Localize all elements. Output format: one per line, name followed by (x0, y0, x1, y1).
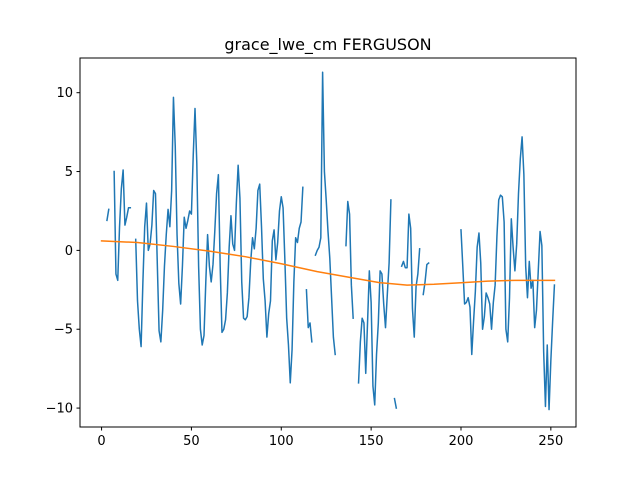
y-tick-label: 10 (56, 86, 73, 101)
series-1-line-segment-1 (106, 208, 110, 222)
series-1-line-segment-8 (393, 397, 398, 409)
y-tick-label: 0 (65, 244, 73, 259)
plot-frame (79, 57, 577, 428)
y-tick-label: −10 (46, 402, 73, 417)
series-1-line-segment-6 (345, 200, 354, 319)
x-tick-label: 0 (97, 434, 105, 449)
x-axis: 0 50 100 150 200 250 (97, 427, 563, 449)
x-tick-label: 100 (269, 434, 294, 449)
x-tick-label: 200 (449, 434, 474, 449)
series-1 (106, 71, 556, 411)
chart-title: grace_lwe_cm FERGUSON (224, 35, 431, 55)
x-tick-label: 50 (183, 434, 200, 449)
series-1-line-segment-4 (305, 289, 313, 343)
series-1-line-segment-10 (422, 261, 430, 296)
x-tick-label: 150 (359, 434, 384, 449)
y-tick-label: 5 (65, 165, 73, 180)
series-2-line-segment-1 (100, 240, 556, 286)
series-layer (100, 71, 556, 411)
series-1-line-segment-11 (460, 136, 556, 411)
series-1-line-segment-7 (357, 199, 392, 406)
y-tick-label: −5 (54, 323, 73, 338)
series-1-line-segment-3 (134, 96, 304, 384)
x-tick-label: 250 (538, 434, 563, 449)
series-2 (100, 240, 556, 286)
series-1-line-segment-2 (113, 169, 132, 282)
series-1-line-segment-9 (400, 213, 421, 338)
y-axis: −10 −5 0 5 10 (46, 86, 80, 417)
series-1-line-segment-5 (314, 71, 337, 356)
